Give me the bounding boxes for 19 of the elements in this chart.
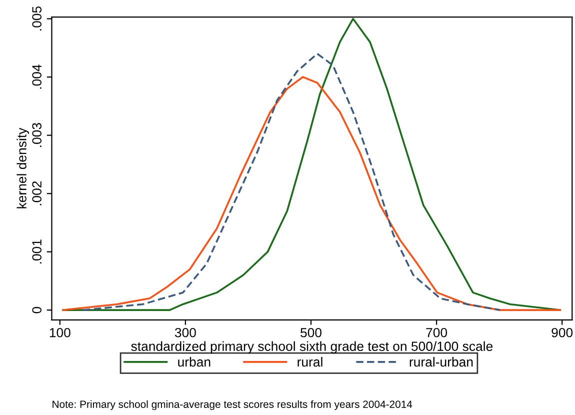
x-tick-label: 700 — [426, 328, 448, 338]
y-tick-label: 0 — [32, 306, 42, 314]
y-tick-label: .003 — [32, 123, 42, 147]
y-tick-label: .001 — [32, 240, 42, 264]
legend-label: urban — [178, 356, 210, 367]
text: Note: Primary school gmina-average test scores results from years 2004-2014 — [52, 400, 412, 410]
x-tick-label: 100 — [50, 328, 70, 338]
x-tick-label: 300 — [174, 328, 196, 338]
x-tick-label: 900 — [552, 328, 573, 338]
x-axis-title: standardized primary school sixth grade test on 500/100 scale — [131, 341, 493, 354]
line-series — [62, 76, 562, 311]
y-tick-label: .002 — [32, 181, 42, 206]
y-axis-title: kernel density — [16, 128, 30, 208]
legend-label: rural-urban — [410, 356, 473, 367]
x-tick-label: 500 — [300, 328, 322, 338]
legend-label: rural — [298, 356, 322, 367]
y-tick-label: .004 — [32, 64, 42, 89]
line-series — [82, 52, 501, 311]
y-tick-label: .005 — [32, 6, 42, 30]
